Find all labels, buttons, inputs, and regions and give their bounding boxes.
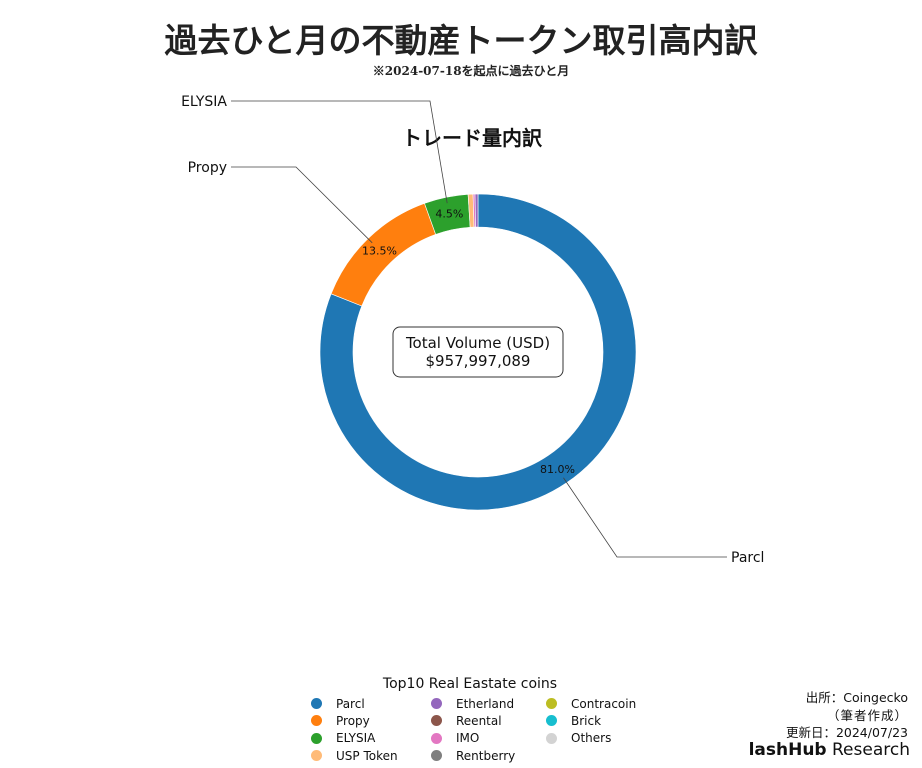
slice-parcl — [319, 193, 637, 511]
callout-line-elysia — [231, 100, 448, 204]
logo-text: Research — [826, 740, 910, 760]
legend-label: Etherland — [456, 696, 515, 711]
chart-title: トレード量内訳 — [402, 126, 543, 150]
total-volume-value: $957,997,089 — [426, 352, 531, 370]
legend-item-rentberry: Rentberry — [425, 747, 540, 764]
updated-date: 更新日：2024/07/23 — [785, 725, 908, 740]
legend-marker — [431, 715, 442, 727]
legend-item-propy: Propy — [305, 712, 425, 729]
logo-bold-text: lashHub — [748, 740, 827, 760]
author-note: （筆者作成） — [826, 707, 908, 723]
legend-label: Others — [571, 731, 612, 746]
legend-item-usp-token: USP Token — [305, 747, 425, 764]
legend-marker — [431, 732, 442, 744]
total-volume-label: Total Volume (USD) — [405, 334, 550, 352]
legend-label: USP Token — [336, 748, 398, 763]
legend-marker — [311, 732, 322, 744]
legend-item-elysia: ELYSIA — [305, 730, 425, 747]
legend-title: Top10 Real Eastate coins — [382, 676, 558, 692]
legend-item-etherland: Etherland — [425, 695, 540, 712]
pct-label-parcl: 81.0% — [540, 463, 575, 476]
pct-label-elysia: 4.5% — [435, 207, 463, 220]
legend-label: Brick — [571, 713, 602, 728]
legend-item-imo: IMO — [425, 730, 540, 747]
legend-marker — [431, 698, 442, 710]
legend: Top10 Real Eastate coins Parcl Propy ELYSI… — [305, 676, 645, 764]
callout-line-propy — [231, 166, 373, 244]
source-line: 出所：Coingecko — [805, 690, 908, 705]
legend-items: Parcl Propy ELYSIA USP Token Etherland Reenta… — [305, 695, 645, 764]
legend-marker — [311, 715, 322, 727]
legend-item-reental: Reental — [425, 712, 540, 729]
legend-item-others: Others — [540, 730, 650, 747]
legend-label: Rentberry — [456, 748, 516, 763]
legend-marker — [311, 698, 322, 710]
legend-label: IMO — [456, 731, 480, 746]
pct-label-propy: 13.5% — [362, 244, 397, 257]
legend-label: ELYSIA — [336, 731, 376, 746]
legend-marker — [431, 750, 442, 762]
source-note: 出所：Coingecko （筆者作成） 更新日：2024/07/23 — [786, 689, 908, 742]
legend-item-parcl: Parcl — [305, 695, 425, 712]
callout-label-parcl: Parcl — [731, 550, 764, 566]
legend-marker — [546, 698, 557, 710]
page-subtitle: ※2024-07-18を起点に過去ひと月 — [372, 64, 570, 78]
legend-label: Parcl — [336, 696, 365, 711]
legend-marker — [546, 715, 557, 727]
legend-marker — [311, 750, 322, 762]
legend-label: Contracoin — [571, 696, 637, 711]
total-volume-box: Total Volume (USD) $957,997,089 — [392, 326, 564, 378]
callout-label-elysia: ELYSIA — [181, 94, 227, 110]
legend-label: Propy — [336, 713, 370, 728]
legend-item-brick: Brick — [540, 712, 650, 729]
page-title: 過去ひと月の不動産トークン取引高内訳 — [164, 21, 758, 60]
legend-item-contracoin: Contracoin — [540, 695, 650, 712]
brand-logo: lashHub Research — [749, 740, 910, 760]
callout-line-parcl — [563, 477, 727, 558]
legend-label: Reental — [456, 713, 502, 728]
callout-label-propy: Propy — [188, 160, 227, 176]
slice-etherland — [474, 193, 479, 228]
legend-marker — [546, 732, 557, 744]
